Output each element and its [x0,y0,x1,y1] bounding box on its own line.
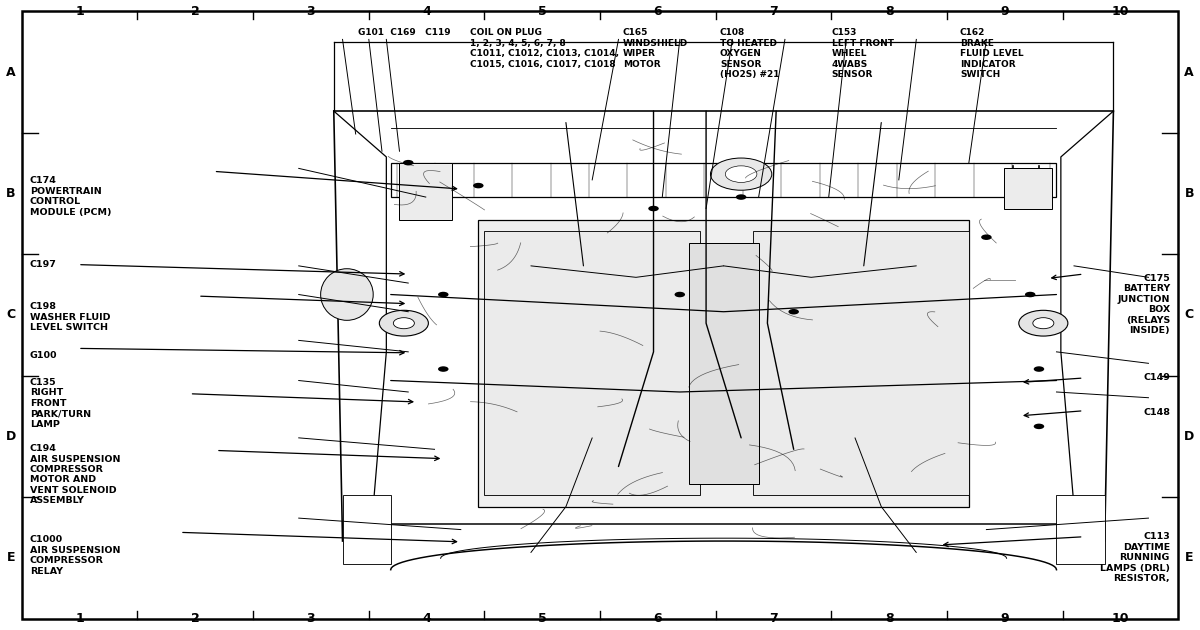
Bar [485,231,700,495]
Circle shape [710,158,772,190]
Circle shape [394,318,414,329]
Text: D: D [1184,430,1194,443]
Text: 6: 6 [654,5,662,18]
Text: 10: 10 [1112,5,1129,18]
Text: C149: C149 [1144,374,1170,382]
Circle shape [403,160,414,166]
Bar [479,220,968,507]
Text: C1000
AIR SUSPENSION
COMPRESSOR
RELAY: C1000 AIR SUSPENSION COMPRESSOR RELAY [30,536,120,576]
Text: G100: G100 [30,352,58,360]
Text: C175
BATTERY
JUNCTION
BOX
(RELAYS
INSIDE): C175 BATTERY JUNCTION BOX (RELAYS INSIDE… [1117,274,1170,335]
Text: 9: 9 [1001,5,1009,18]
Circle shape [379,311,428,336]
Circle shape [725,166,757,183]
Text: 5: 5 [538,5,546,18]
Bar [689,243,758,484]
Circle shape [1033,318,1054,329]
Bar [400,163,452,220]
Text: C135
RIGHT
FRONT
PARK/TURN
LAMP: C135 RIGHT FRONT PARK/TURN LAMP [30,378,91,428]
Text: 6: 6 [654,612,662,625]
Circle shape [1025,292,1036,297]
Text: C108
TO HEATED
OXYGEN
SENSOR
(HO2S) #21: C108 TO HEATED OXYGEN SENSOR (HO2S) #21 [720,28,780,79]
Text: C: C [1184,309,1194,321]
Text: 3: 3 [306,612,316,625]
Text: G101  C169   C119: G101 C169 C119 [358,28,450,37]
Text: C165
WINDSHIELD
WIPER
MOTOR: C165 WINDSHIELD WIPER MOTOR [623,28,688,69]
Text: C153
LEFT FRONT
WHEEL
4WABS
SENSOR: C153 LEFT FRONT WHEEL 4WABS SENSOR [832,28,894,79]
Text: C174
POWERTRAIN
CONTROL
MODULE (PCM): C174 POWERTRAIN CONTROL MODULE (PCM) [30,176,112,217]
Circle shape [473,183,484,188]
Circle shape [1033,366,1044,372]
Circle shape [982,234,991,240]
Text: B: B [6,187,16,200]
Text: A: A [6,66,16,79]
Text: 4: 4 [422,612,431,625]
Text: C148: C148 [1142,408,1170,417]
Text: 10: 10 [1112,612,1129,625]
Bar [286,37,1162,610]
Text: 8: 8 [884,612,894,625]
Text: 7: 7 [769,612,778,625]
Text: 3: 3 [306,5,316,18]
Text: C194
AIR SUSPENSION
COMPRESSOR
MOTOR AND
VENT SOLENOID
ASSEMBLY: C194 AIR SUSPENSION COMPRESSOR MOTOR AND… [30,444,120,505]
Circle shape [1019,311,1068,336]
Text: 8: 8 [884,5,894,18]
Text: 2: 2 [191,612,199,625]
Bar [1056,495,1105,564]
Text: 7: 7 [769,5,778,18]
Circle shape [1033,423,1044,429]
Text: 4: 4 [422,5,431,18]
Text: C113
DAYTIME
RUNNING
LAMPS (DRL)
RESISTOR,: C113 DAYTIME RUNNING LAMPS (DRL) RESISTO… [1100,532,1170,583]
Bar [342,495,391,564]
Circle shape [438,366,449,372]
Text: 9: 9 [1001,612,1009,625]
Text: 2: 2 [191,5,199,18]
Text: 1: 1 [76,5,84,18]
Text: E: E [6,551,16,564]
Text: C162
BRAKE
FLUID LEVEL
INDICATOR
SWITCH: C162 BRAKE FLUID LEVEL INDICATOR SWITCH [960,28,1024,79]
Text: A: A [1184,66,1194,79]
Text: C197: C197 [30,260,56,269]
Text: D: D [6,430,16,443]
Text: COIL ON PLUG
1, 2, 3, 4, 5, 6, 7, 8
C1011, C1012, C1013, C1014,
C1015, C1016, C1: COIL ON PLUG 1, 2, 3, 4, 5, 6, 7, 8 C101… [470,28,619,69]
Circle shape [674,292,685,297]
Ellipse shape [320,269,373,320]
Bar [1004,168,1052,209]
Text: C198
WASHER FLUID
LEVEL SWITCH: C198 WASHER FLUID LEVEL SWITCH [30,302,110,332]
Text: B: B [1184,187,1194,200]
Bar [391,163,1056,197]
Circle shape [736,194,746,200]
Text: 5: 5 [538,612,546,625]
Text: 1: 1 [76,612,84,625]
Text: C: C [6,309,16,321]
Circle shape [438,292,449,297]
Bar [754,231,968,495]
Circle shape [648,206,659,211]
Text: E: E [1184,551,1194,564]
Circle shape [788,309,799,314]
